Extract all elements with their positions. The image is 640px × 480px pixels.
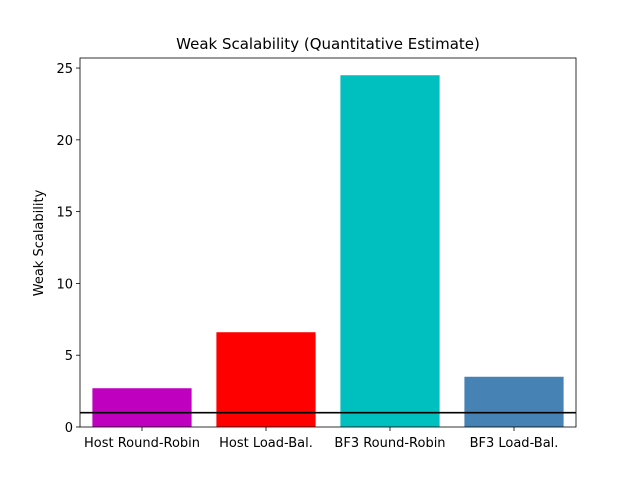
y-tick-label: 25	[56, 62, 73, 77]
y-tick-label: 5	[65, 349, 73, 364]
x-tick-label: Host Round-Robin	[84, 436, 200, 451]
chart-title: Weak Scalability (Quantitative Estimate)	[176, 35, 480, 53]
x-tick-label: BF3 Round-Robin	[334, 436, 445, 451]
y-tick-label: 15	[56, 206, 73, 221]
y-tick-label: 0	[65, 421, 73, 436]
x-tick-label: BF3 Load-Bal.	[470, 436, 559, 451]
y-tick-label: 10	[56, 277, 73, 292]
bar-host-load-bal	[216, 332, 316, 427]
y-tick-label: 20	[56, 134, 73, 149]
y-axis-label: Weak Scalability	[32, 189, 47, 296]
plot-frame	[79, 57, 577, 428]
bar-host-round-robin	[92, 388, 192, 427]
plot-area: Host Round-Robin Host Load-Bal. BF3 Round-…	[56, 57, 577, 451]
x-tick-label: Host Load-Bal.	[219, 436, 313, 451]
bar-bf3-load-bal	[464, 376, 564, 427]
bar-bf3-round-robin	[340, 75, 440, 428]
